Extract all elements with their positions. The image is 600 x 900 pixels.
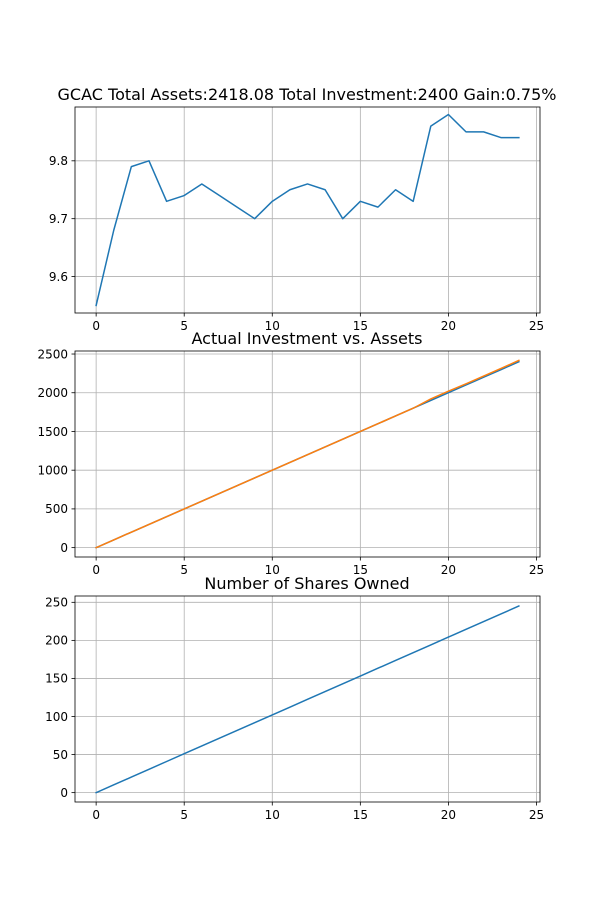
shares-owned-ytick-label-4: 200 — [45, 634, 68, 648]
chart-title-shares-owned: Number of Shares Owned — [204, 574, 409, 593]
shares-owned-ytick-label-3: 150 — [45, 672, 68, 686]
investment-vs-assets-xtick-label-4: 20 — [441, 563, 456, 577]
total-assets-series-line-0 — [95, 113, 520, 307]
investment-vs-assets-series-line-1 — [95, 359, 520, 549]
shares-owned-ytick-label-5: 250 — [45, 596, 68, 610]
total-assets-xtick-label-3: 15 — [353, 319, 368, 333]
investment-vs-assets-ytick-label-0: 0 — [60, 541, 68, 555]
shares-owned-ytick-label-0: 0 — [60, 786, 68, 800]
investment-vs-assets-ytick-label-2: 1000 — [37, 463, 68, 477]
shares-owned-ytick-label-1: 50 — [53, 748, 68, 762]
total-assets-axes-frame — [74, 106, 541, 314]
total-assets-ytick-label-1: 9.7 — [49, 212, 68, 226]
shares-owned-ytick-label-2: 100 — [45, 710, 68, 724]
shares-owned-xtick-label-1: 5 — [180, 808, 188, 822]
total-assets-xtick-label-4: 20 — [441, 319, 456, 333]
shares-owned-xtick-label-0: 0 — [92, 808, 100, 822]
investment-vs-assets-xtick-label-0: 0 — [92, 563, 100, 577]
total-assets-xtick-label-5: 25 — [529, 319, 544, 333]
investment-vs-assets-xtick-label-1: 5 — [180, 563, 188, 577]
chart-investment-vs-assets: 0 5 10 15 20 25 0 500 1000 1500 2000 2500 Actual Inv… — [37, 329, 544, 577]
chart-title-total-assets: GCAC Total Assets:2418.08 Total Investme… — [58, 85, 557, 104]
shares-owned-xtick-label-4: 20 — [441, 808, 456, 822]
investment-vs-assets-ytick-label-1: 500 — [45, 502, 68, 516]
investment-vs-assets-xtick-label-3: 15 — [353, 563, 368, 577]
total-assets-ytick-label-0: 9.6 — [49, 270, 68, 284]
shares-owned-xtick-label-3: 15 — [353, 808, 368, 822]
total-assets-ytick-label-2: 9.8 — [49, 154, 68, 168]
shares-owned-xtick-label-2: 10 — [265, 808, 280, 822]
investment-vs-assets-ytick-label-5: 2500 — [37, 347, 68, 361]
chart-total-assets: 0 5 10 15 20 25 9.6 9.7 9.8 GCAC Total Assets:241… — [49, 85, 557, 333]
chart-title-investment-vs-assets: Actual Investment vs. Assets — [192, 329, 423, 348]
total-assets-xtick-label-0: 0 — [92, 319, 100, 333]
investment-vs-assets-xtick-label-2: 10 — [265, 563, 280, 577]
investment-vs-assets-ytick-label-3: 1500 — [37, 425, 68, 439]
investment-vs-assets-axes-frame — [74, 350, 541, 558]
shares-owned-axes-frame — [74, 595, 541, 803]
shares-owned-series-line-0 — [95, 605, 520, 794]
investment-vs-assets-ytick-label-4: 2000 — [37, 386, 68, 400]
investment-vs-assets-xtick-label-5: 25 — [529, 563, 544, 577]
shares-owned-xtick-label-5: 25 — [529, 808, 544, 822]
total-assets-xtick-label-2: 10 — [265, 319, 280, 333]
total-assets-xtick-label-1: 5 — [180, 319, 188, 333]
